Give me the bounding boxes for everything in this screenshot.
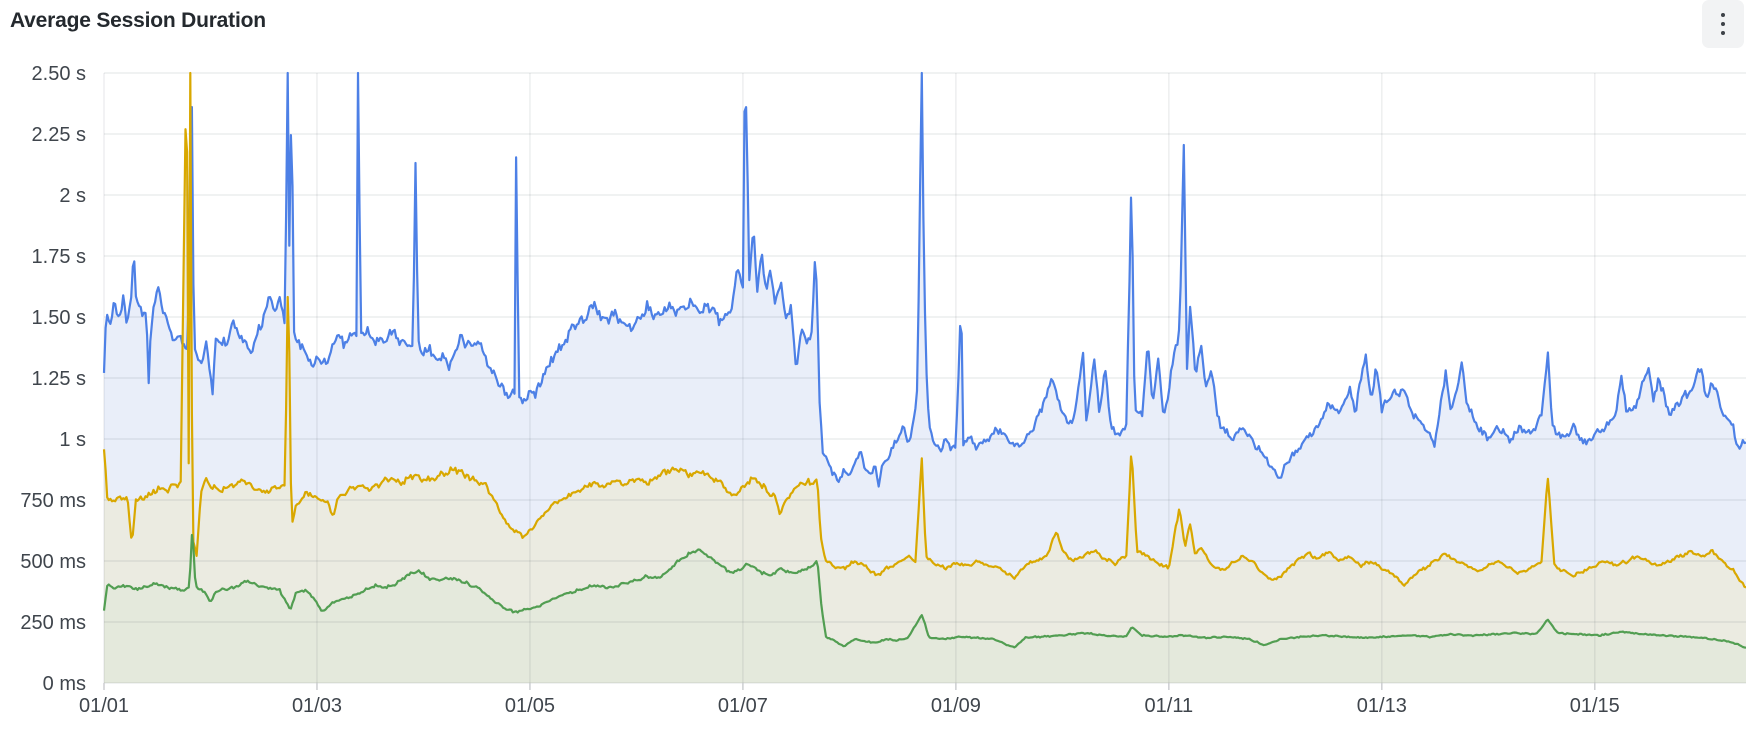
y-tick-label: 1.25 s — [32, 368, 86, 390]
y-tick-label: 0 ms — [43, 673, 86, 695]
x-tick-label: 01/15 — [1570, 695, 1620, 717]
y-tick-label: 1.75 s — [32, 246, 86, 268]
y-tick-label: 2 s — [59, 185, 86, 207]
x-tick-label: 01/07 — [718, 695, 768, 717]
x-tick-label: 01/13 — [1357, 695, 1407, 717]
series-line-blue — [102, 71, 1746, 488]
y-tick-label: 1.50 s — [32, 307, 86, 329]
series-area-green — [104, 535, 1746, 683]
kebab-menu-icon — [1720, 12, 1726, 36]
panel-title: Average Session Duration — [10, 9, 266, 32]
x-tick-label: 01/09 — [931, 695, 981, 717]
series-line-green — [102, 533, 1746, 649]
y-tick-label: 250 ms — [20, 612, 86, 634]
panel-header: Average Session Duration — [0, 0, 1746, 48]
x-tick-label: 01/05 — [505, 695, 555, 717]
y-tick-label: 2.25 s — [32, 124, 86, 146]
y-tick-label: 1 s — [59, 429, 86, 451]
x-tick-label: 01/01 — [79, 695, 129, 717]
panel-menu-button[interactable] — [1702, 0, 1744, 48]
x-tick-label: 01/03 — [292, 695, 342, 717]
y-tick-label: 750 ms — [20, 490, 86, 512]
y-tick-label: 2.50 s — [32, 63, 86, 85]
series-line-yellow — [102, 71, 1746, 589]
y-tick-label: 500 ms — [20, 551, 86, 573]
x-tick-label: 01/11 — [1145, 695, 1194, 717]
